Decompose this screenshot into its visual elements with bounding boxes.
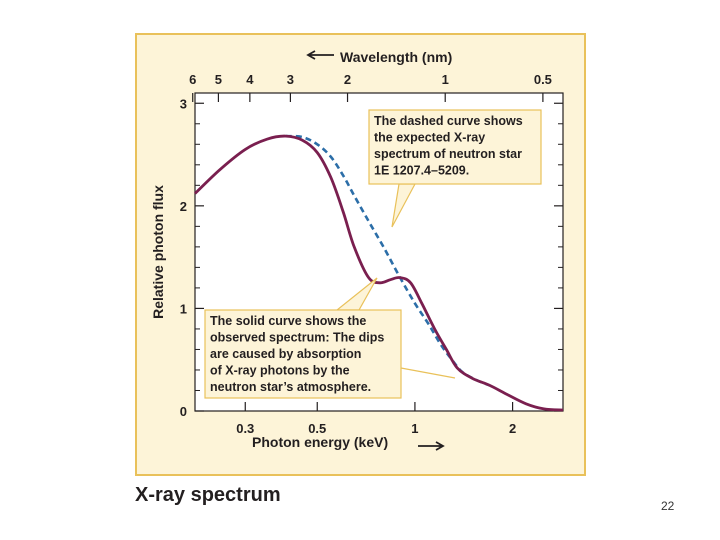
x-tick-label: 1 <box>411 421 418 436</box>
top-tick-label: 5 <box>215 72 222 87</box>
figure-panel: 0 1 2 3 0.3 0.5 1 2 6 5 4 3 2 1 0.5 Photon energy (keV)… <box>135 33 586 476</box>
x-tick-label: 0.3 <box>236 421 254 436</box>
observed-spectrum-line <box>194 134 564 412</box>
top-tick-label: 4 <box>246 72 254 87</box>
x-tick-label: 0.5 <box>308 421 326 436</box>
x-axis-title: Photon energy (keV) <box>252 434 388 450</box>
y-tick-label: 3 <box>180 96 187 111</box>
top-axis-arrow-icon <box>306 50 334 60</box>
callout-text-line: are caused by absorption <box>210 347 361 361</box>
callout-text-line: the expected X-ray <box>374 131 485 145</box>
x-axis-arrow-icon <box>418 441 445 451</box>
top-tick-label: 0.5 <box>534 72 552 87</box>
callout-text-line: of X-ray photons by the <box>210 364 350 378</box>
callout-text-line: The dashed curve shows <box>374 114 523 128</box>
top-tick-label: 2 <box>344 72 351 87</box>
callout-text-line: neutron star’s atmosphere. <box>210 380 371 394</box>
callout-text-line: The solid curve shows the <box>210 314 366 328</box>
y-axis-title: Relative photon flux <box>150 185 166 319</box>
callout-text-line: spectrum of neutron star <box>374 147 522 161</box>
callout-text-line: observed spectrum: The dips <box>210 331 384 345</box>
top-tick-label: 3 <box>287 72 294 87</box>
page-number: 22 <box>661 499 675 513</box>
callout-leader <box>400 367 456 379</box>
y-tick-label: 2 <box>180 199 187 214</box>
figure-caption: X-ray spectrum <box>135 484 281 506</box>
callout-text-line: 1E 1207.4–5209. <box>374 164 469 178</box>
callout-box <box>204 309 402 399</box>
y-tick-label: 0 <box>180 404 187 419</box>
expected-spectrum-line <box>285 134 491 387</box>
x-tick-label: 2 <box>509 421 516 436</box>
top-axis-title: Wavelength (nm) <box>340 49 452 65</box>
top-tick-label: 1 <box>442 72 449 87</box>
callout-box <box>368 109 542 185</box>
y-tick-label: 1 <box>180 301 187 316</box>
top-tick-label: 6 <box>189 72 196 87</box>
